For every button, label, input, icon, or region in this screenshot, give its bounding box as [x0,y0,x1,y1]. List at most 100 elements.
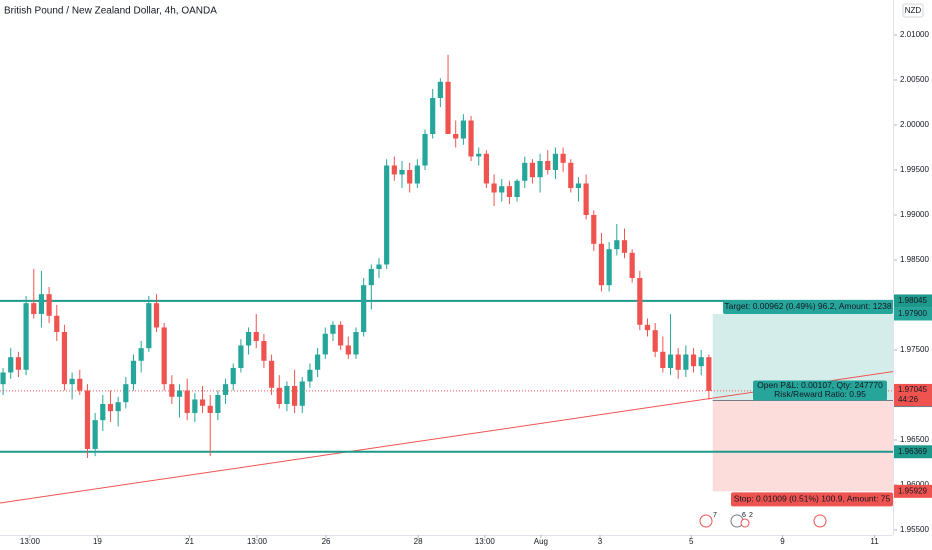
x-tick-label: 9 [780,537,785,546]
candle-body [675,354,681,370]
candle-body [591,214,597,244]
chart-title: British Pound / New Zealand Dollar, 4h, … [4,6,217,17]
candle-body [8,357,14,373]
candle-body [345,345,351,355]
candle-body [322,333,328,355]
candle-body [506,186,513,197]
candle-body [384,165,390,265]
candle-body [276,387,282,404]
x-tick-label: 3 [598,537,603,546]
candle-body [598,243,605,286]
candle-body [499,186,505,193]
candle-body [514,180,520,197]
y-tick-label: 1.95500 [900,525,929,534]
target-tag-label: 1.97900 [898,309,927,318]
candle-body [192,399,198,413]
y-tick-label: 1.99000 [900,210,929,219]
target-label-box [723,299,893,314]
candle-body [245,331,252,346]
candle-body [368,268,374,286]
candle-body [123,384,129,403]
level-tag [894,294,932,308]
candle-body [698,357,704,367]
x-tick-label: 13:00 [20,537,41,546]
candle-body [161,327,167,385]
candle-body [476,153,482,157]
candle-body [491,183,497,193]
candle-body [307,369,313,382]
candle-body [437,81,443,99]
candle-body [130,360,137,385]
candle-body [0,372,6,385]
stop-tag-label: 1.95929 [898,486,927,495]
candle-body [522,162,528,181]
candle-body [430,98,436,134]
candle-body [606,249,612,286]
candle-body [38,294,45,314]
event-icon[interactable] [699,514,713,528]
candle-body [537,160,543,178]
candle-body [84,390,91,449]
candle-body [222,384,229,395]
x-tick-label: 13:00 [475,537,496,546]
candle-body [621,240,628,253]
candle-body [291,385,298,406]
currency-badge[interactable] [902,3,924,18]
candle-body [683,354,689,370]
candle-body [238,345,244,368]
candle-body [614,240,620,250]
event-count: 6 [742,512,746,519]
candle-body [644,324,651,331]
x-tick-label: 26 [322,537,331,546]
y-tick-label: 2.01000 [900,30,929,39]
candle-body [568,162,574,188]
candle-body [315,354,321,370]
candle-body [100,403,106,421]
candle-body [268,360,275,388]
candle-body [215,394,221,413]
event-icon[interactable] [813,514,827,528]
candle-body [253,331,259,341]
candle-body [330,324,336,334]
candle-body [407,169,413,184]
current-price-label: 1.97045 [898,385,927,394]
x-tick-label: 11 [870,537,879,546]
candle-body [46,294,52,316]
x-tick-label: 5 [689,537,694,546]
y-tick-label: 2.00000 [900,120,929,129]
candle-body [690,354,697,367]
candle-body [176,390,183,397]
event-count: 7 [713,512,717,519]
candle-body [353,331,359,355]
level-tag [894,445,932,459]
candle-body [660,351,666,368]
y-tick-label: 1.96000 [900,480,929,489]
candle-body [460,120,466,139]
candle-body [61,331,68,385]
candle-body [153,303,160,328]
candle-body [184,390,190,413]
candle-body [560,153,566,163]
candle-body [107,403,114,412]
x-tick-label: 28 [414,537,423,546]
candle-body [23,303,29,370]
candle-body [575,183,582,188]
y-tick-label: 2.00500 [900,75,929,84]
pnl-label: Open P&L: 0.00107, Qty: 247770 [757,380,883,390]
candle-body [422,133,428,166]
event-icon[interactable] [740,518,750,528]
candle-body [399,169,405,175]
candle-body [146,303,152,349]
level-tag-label: 1.98045 [898,296,927,305]
current-price-tag [894,383,932,406]
target-tag [894,307,932,321]
level-tag-label: 1.96369 [898,447,927,456]
stop-label-box [731,492,893,507]
target-label: Target: 0.00962 (0.49%) 96.2, Amount: 12… [724,301,892,311]
x-tick-label: Aug [534,537,548,546]
candle-body [69,378,75,385]
pnl-box [753,380,887,401]
x-tick-label: 21 [185,537,194,546]
candle-body [545,160,551,170]
